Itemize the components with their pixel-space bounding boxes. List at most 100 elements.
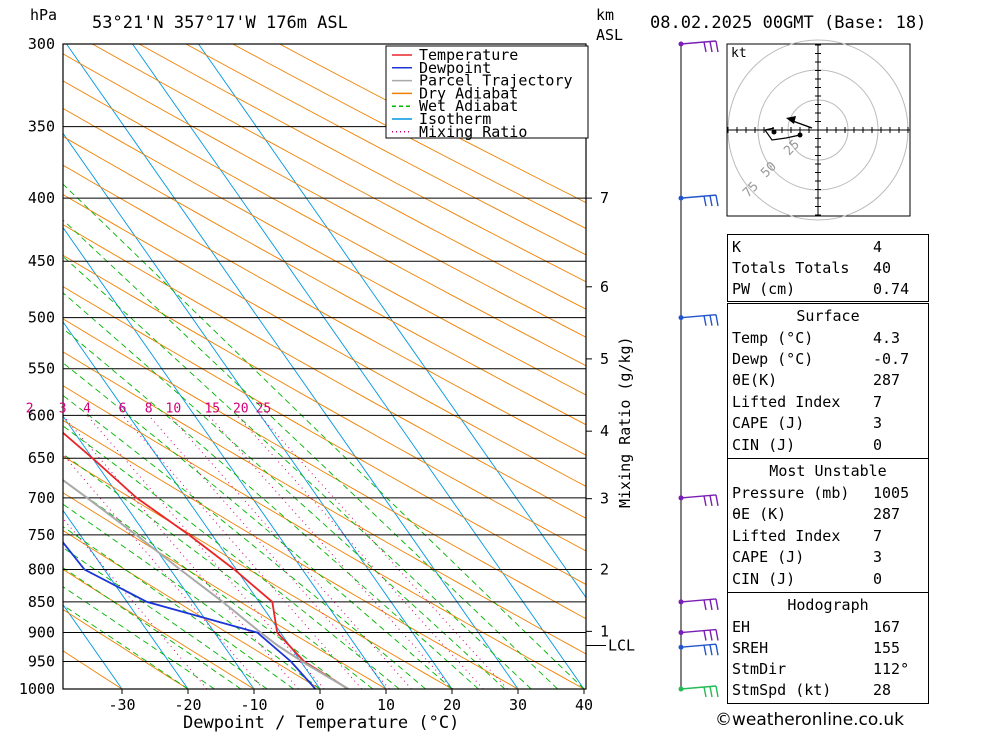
- surface-key: Dewp (°C): [732, 350, 814, 368]
- hodo-value: 167: [873, 618, 901, 636]
- hodograph-arrow-head: [786, 116, 796, 124]
- barb-flag: [703, 645, 707, 656]
- mu-key: Pressure (mb): [732, 484, 850, 502]
- series-dewpoint: [63, 541, 317, 689]
- isotherm-line: [132, 44, 585, 689]
- hodo-value: 28: [873, 681, 892, 699]
- surface-value: 287: [873, 371, 901, 389]
- surface-title: Surface: [796, 307, 860, 325]
- x-tick-label: 40: [575, 696, 593, 714]
- dry-adiabat-line: [63, 286, 586, 585]
- km-label: km: [596, 6, 614, 24]
- dry-adiabat-line: [63, 164, 586, 456]
- dry-adiabat-line: [232, 44, 586, 230]
- pressure-tick-label: 900: [28, 624, 55, 642]
- lcl-label: LCL: [608, 636, 635, 654]
- surface-table: Surface Temp (°C) 4.3 Dewp (°C) -0.7 θE(K)…: [727, 303, 929, 460]
- barb-flag: [703, 315, 707, 326]
- isotherm-line: [63, 132, 453, 689]
- barb-flag: [709, 599, 713, 611]
- pressure-tick-label: 350: [28, 118, 55, 136]
- isotherm-line: [63, 603, 123, 689]
- hpa-label: hPa: [30, 6, 57, 24]
- legend-label: Mixing Ratio: [419, 123, 527, 141]
- pressure-tick-label: 600: [28, 406, 55, 424]
- pressure-tick-label: 950: [28, 653, 55, 671]
- most-unstable-table: Most Unstable Pressure (mb) 1005 θE (K) 28…: [727, 458, 929, 593]
- barb-flag: [703, 630, 707, 641]
- mu-key: CIN (J): [732, 570, 796, 588]
- pressure-tick-label: 850: [28, 593, 55, 611]
- km-tick-label: 4: [600, 422, 609, 440]
- isotherm-line: [63, 226, 387, 689]
- index-value: 0.74: [873, 280, 910, 298]
- series-temperature: [63, 431, 349, 689]
- hodograph-table: Hodograph EH 167 SREH 155 StmDir 112° StmSp…: [727, 592, 929, 704]
- mixing-ratio-label: 4: [83, 401, 91, 416]
- legend-label: Dewpoint: [419, 59, 491, 77]
- dry-adiabat-line: [63, 650, 123, 689]
- pressure-tick-label: 650: [28, 449, 55, 467]
- hodograph-trace: [763, 127, 801, 141]
- hodo-key: StmDir: [732, 660, 787, 678]
- pressure-tick-label: 500: [28, 309, 55, 327]
- wet-adiabat-line: [63, 547, 268, 689]
- barb-flag: [709, 686, 713, 698]
- profile-lines: [63, 431, 349, 689]
- barb-flag: [703, 599, 707, 611]
- x-tick-label: 0: [315, 696, 324, 714]
- mixing-ratio-line: [63, 453, 264, 689]
- mixing-ratio-label: 15: [204, 401, 220, 416]
- mixing-ratio-line: [148, 414, 390, 689]
- dry-adiabat-line: [63, 80, 586, 367]
- isotherm-line: [63, 415, 255, 689]
- barb-flag: [715, 685, 719, 698]
- dry-adiabat-line: [138, 44, 586, 283]
- mixing-ratio-label: 6: [119, 401, 127, 416]
- isotherm-line: [63, 321, 321, 689]
- axis-labels: 1234681015202530035040045050055060065070…: [19, 35, 635, 714]
- barb-flag: [709, 629, 713, 641]
- mixing-ratio-label: 3: [59, 401, 67, 416]
- barb-flag: [709, 644, 713, 656]
- surface-value: -0.7: [873, 350, 910, 368]
- hodo-value: 155: [873, 639, 901, 657]
- surface-key: Temp (°C): [732, 329, 814, 347]
- x-tick-label: -30: [108, 696, 135, 714]
- wet-adiabat-line: [63, 362, 453, 689]
- surface-key: CAPE (J): [732, 414, 805, 432]
- wet-adiabat-line: [63, 526, 294, 689]
- hodograph-point: [771, 129, 777, 135]
- index-key: K: [732, 238, 742, 256]
- pressure-tick-label: 550: [28, 360, 55, 378]
- km-tick-label: 7: [600, 189, 609, 207]
- mixing-ratio-label: 20: [233, 401, 249, 416]
- isotherm-line: [198, 44, 586, 599]
- barb-flag: [703, 495, 707, 507]
- mu-key: Lifted Index: [732, 527, 841, 545]
- hodo-key: SREH: [732, 639, 769, 657]
- pressure-tick-label: 700: [28, 489, 55, 507]
- barb-flag: [715, 598, 719, 611]
- barb-flag: [715, 194, 719, 207]
- mu-value: 1005: [873, 484, 910, 502]
- dry-adiabat-line: [92, 44, 586, 310]
- mixing-ratio-label: 8: [145, 401, 153, 416]
- dry-adiabat-line: [63, 608, 189, 689]
- surface-value: 4.3: [873, 329, 901, 347]
- dry-adiabat-line: [63, 135, 586, 426]
- copyright-text: ©weatheronline.co.uk: [715, 710, 905, 730]
- barb-flag: [709, 41, 713, 53]
- asl-label: ASL: [596, 26, 623, 44]
- hodograph-point: [797, 132, 803, 138]
- mixing-ratio-line: [169, 414, 412, 689]
- index-value: 4: [873, 238, 883, 256]
- wind-barbs: [678, 40, 719, 698]
- km-tick-label: 5: [600, 350, 609, 368]
- legend-label: Isotherm: [419, 110, 491, 128]
- wet-adiabat-line: [63, 503, 321, 689]
- hodo-value: 112°: [873, 660, 910, 678]
- pressure-tick-label: 450: [28, 252, 55, 270]
